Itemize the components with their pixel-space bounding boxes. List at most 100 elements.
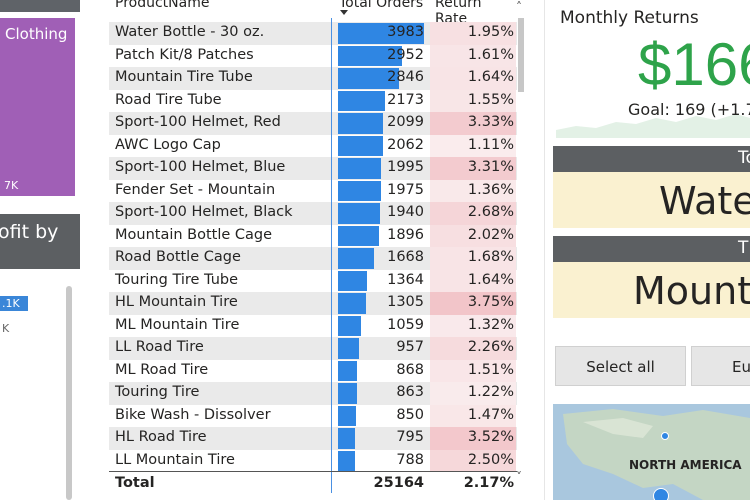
product-name-cell: Road Tire Tube xyxy=(115,91,222,108)
product-name-cell: Mountain Bottle Cage xyxy=(115,226,273,243)
orders-value: 795 xyxy=(396,429,424,445)
total-divider xyxy=(109,471,517,472)
total-orders-cell: 788 xyxy=(338,450,428,473)
total-label: Total xyxy=(115,475,155,491)
orders-value: 1305 xyxy=(387,294,424,310)
column-header-total-orders[interactable]: Total Orders xyxy=(339,0,424,11)
total-orders-cell: 868 xyxy=(338,360,428,383)
total-orders-cell: 957 xyxy=(338,337,428,360)
table-row[interactable]: LL Road Tire 957 2.26% xyxy=(109,337,517,360)
total-orders-cell: 850 xyxy=(338,405,428,428)
total-orders-cell: 1059 xyxy=(338,315,428,338)
profit-value-badge: .1K xyxy=(0,296,28,311)
total-orders-cell: 1940 xyxy=(338,202,428,225)
select-all-button[interactable]: Select all xyxy=(555,346,686,386)
orders-value: 788 xyxy=(396,451,424,468)
table-scrollbar[interactable]: ˄ ˅ xyxy=(516,0,524,484)
table-row[interactable]: HL Mountain Tire 1305 3.75% xyxy=(109,292,517,315)
table-row[interactable]: Road Bottle Cage 1668 1.68% xyxy=(109,247,517,270)
table-row[interactable]: AWC Logo Cap 2062 1.11% xyxy=(109,134,517,158)
return-rate-value: 1.55% xyxy=(467,91,514,108)
map-visual[interactable]: NORTH AMERICA xyxy=(553,404,750,500)
orders-value: 863 xyxy=(396,384,424,400)
orders-data-bar xyxy=(338,23,424,44)
table-header: ProductName Total Orders Return Rate xyxy=(109,0,517,27)
scroll-down-icon[interactable]: ˅ xyxy=(516,470,522,484)
left-scrollbar[interactable] xyxy=(66,286,72,500)
return-rate-cell: 3.33% xyxy=(430,112,516,135)
table-row[interactable]: Water Bottle - 30 oz. 3983 1.95% xyxy=(109,22,517,45)
product-name-cell: Sport-100 Helmet, Red xyxy=(115,114,281,130)
table-row[interactable]: Mountain Bottle Cage 1896 2.02% xyxy=(109,224,517,247)
return-rate-value: 1.36% xyxy=(467,181,514,198)
total-orders-cell: 1975 xyxy=(338,180,428,203)
table-row[interactable]: Sport-100 Helmet, Blue 1995 3.31% xyxy=(109,157,517,180)
total-orders-cell: 2846 xyxy=(338,67,428,90)
kpi-trend-area xyxy=(556,114,750,138)
orders-data-bar xyxy=(338,113,384,134)
table-row[interactable]: Sport-100 Helmet, Black 1940 2.68% xyxy=(109,202,517,225)
orders-value: 957 xyxy=(396,339,424,355)
total-orders-cell: 3983 xyxy=(338,22,428,45)
table-row[interactable]: Fender Set - Mountain 1975 1.36% xyxy=(109,179,517,203)
scrollbar-thumb[interactable] xyxy=(518,18,524,92)
table-row[interactable]: LL Mountain Tire 788 2.50% xyxy=(109,449,517,473)
return-rate-value: 2.68% xyxy=(467,204,514,220)
total-orders-cell: 863 xyxy=(338,382,428,405)
table-row[interactable]: ML Mountain Tire 1059 1.32% xyxy=(109,314,517,338)
panel-divider xyxy=(544,0,545,500)
kpi-title: Monthly Returns xyxy=(560,8,699,28)
return-rate-cell: 1.68% xyxy=(430,247,516,270)
map-point-large[interactable] xyxy=(653,488,669,500)
slicer-option-button[interactable]: Eu xyxy=(691,346,750,386)
table-row[interactable]: Bike Wash - Dissolver 850 1.47% xyxy=(109,404,517,428)
return-rate-value: 1.64% xyxy=(467,69,514,85)
total-orders-cell: 2062 xyxy=(338,135,428,158)
category-value: 7K xyxy=(4,179,19,192)
product-name-cell: Sport-100 Helmet, Black xyxy=(115,204,293,220)
column-header-productname[interactable]: ProductName xyxy=(115,0,210,11)
return-rate-cell: 3.31% xyxy=(430,157,516,180)
product-name-cell: AWC Logo Cap xyxy=(115,136,221,153)
table-row[interactable]: Mountain Tire Tube 2846 1.64% xyxy=(109,67,517,90)
orders-data-bar xyxy=(338,248,374,269)
map-point[interactable] xyxy=(661,432,669,440)
return-rate-cell: 1.55% xyxy=(430,89,516,112)
orders-data-bar xyxy=(338,450,355,471)
table-row[interactable]: Patch Kit/8 Patches 2952 1.61% xyxy=(109,44,517,67)
orders-data-bar xyxy=(338,270,368,291)
total-orders: 25164 xyxy=(373,475,424,491)
return-rate-cell: 2.50% xyxy=(430,449,516,472)
return-rate-value: 3.31% xyxy=(467,159,514,175)
table-row[interactable]: ML Road Tire 868 1.51% xyxy=(109,359,517,383)
table-row[interactable]: Touring Tire 863 1.22% xyxy=(109,382,517,405)
top-product-card-header: To xyxy=(553,146,750,172)
return-rate-value: 3.33% xyxy=(467,114,514,130)
kpi-goal: Goal: 169 (+1.7 xyxy=(628,100,750,119)
sort-descending-icon[interactable] xyxy=(340,10,348,15)
return-rate-value: 1.32% xyxy=(467,316,514,333)
return-rate-cell: 1.32% xyxy=(430,314,516,337)
return-rate-cell: 2.02% xyxy=(430,224,516,247)
total-orders-cell: 1995 xyxy=(338,157,428,180)
orders-data-bar xyxy=(338,315,361,336)
table-row[interactable]: Touring Tire Tube 1364 1.64% xyxy=(109,269,517,292)
category-tile-clothing[interactable]: Clothing 7K xyxy=(0,18,75,196)
table-row[interactable]: Road Tire Tube 2173 1.55% xyxy=(109,89,517,112)
orders-data-bar xyxy=(338,90,385,111)
profit-axis-label: K xyxy=(2,322,10,335)
orders-data-bar xyxy=(338,225,379,246)
return-rate-cell: 1.61% xyxy=(430,44,516,67)
scroll-up-icon[interactable]: ˄ xyxy=(516,0,522,14)
table-row[interactable]: HL Road Tire 795 3.52% xyxy=(109,427,517,450)
orders-value: 1059 xyxy=(387,316,424,333)
total-return-rate: 2.17% xyxy=(463,475,514,491)
table-total-row: Total 25164 2.17% xyxy=(109,474,517,496)
return-rate-value: 1.22% xyxy=(467,384,514,400)
return-rate-value: 3.75% xyxy=(467,294,514,310)
table-row[interactable]: Sport-100 Helmet, Red 2099 3.33% xyxy=(109,112,517,135)
top-product-card-title: To xyxy=(738,148,750,168)
total-orders-cell: 1668 xyxy=(338,247,428,270)
orders-value: 1940 xyxy=(387,204,424,220)
return-rate-cell: 2.68% xyxy=(430,202,516,225)
